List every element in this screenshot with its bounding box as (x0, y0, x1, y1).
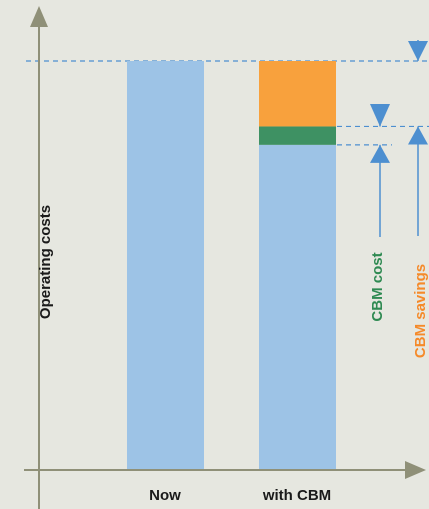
y-axis-label: Operating costs (37, 205, 54, 319)
chart-labels: Operating costs Now with CBM CBM cost CB… (37, 205, 429, 504)
x-axis-arrowhead (405, 461, 426, 479)
bars-group (127, 61, 336, 470)
cbm-savings-marker-up-arrowhead (408, 126, 428, 145)
axes-group (24, 6, 426, 509)
dimension-markers (370, 40, 428, 237)
bar-cbm-cost-1 (259, 126, 336, 145)
x-tick-label-now: Now (149, 487, 181, 504)
bar-base-1 (259, 144, 336, 470)
cbm-savings-marker-down-arrowhead (408, 41, 428, 61)
cbm-cost-marker-down-arrowhead (370, 104, 390, 127)
y-axis-arrowhead (30, 6, 48, 27)
cbm-cost-annotation: CBM cost (369, 252, 386, 321)
x-tick-label-with-cbm: with CBM (262, 487, 331, 504)
cbm-cost-marker-up-arrowhead (370, 144, 390, 163)
bar-base-0 (127, 61, 204, 470)
bar-cbm-savings-1 (259, 61, 336, 127)
guide-lines (26, 60, 429, 146)
cbm-savings-annotation: CBM savings (412, 264, 429, 358)
